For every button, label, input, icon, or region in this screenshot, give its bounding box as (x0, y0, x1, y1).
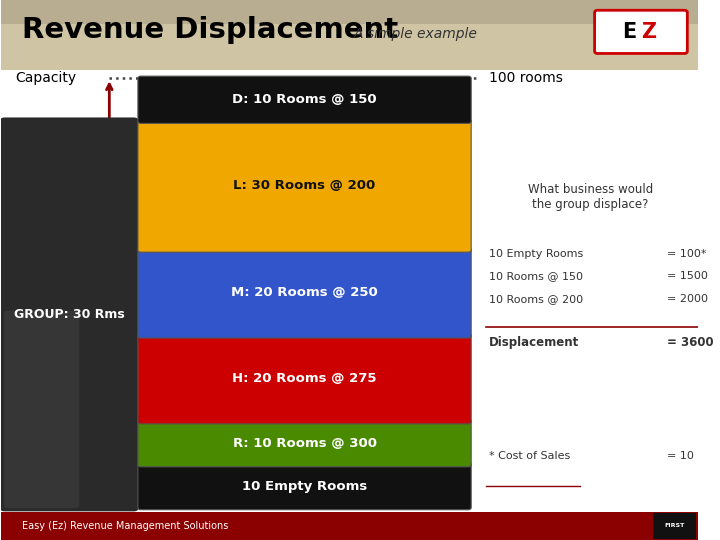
Text: 10 Rooms @ 150: 10 Rooms @ 150 (490, 272, 583, 281)
FancyBboxPatch shape (138, 420, 471, 467)
Text: = 2000: = 2000 (667, 294, 708, 304)
Text: L: 30 Rooms @ 200: L: 30 Rooms @ 200 (233, 179, 376, 192)
Text: = 3600: = 3600 (667, 336, 714, 349)
Text: Capacity: Capacity (15, 71, 76, 85)
FancyBboxPatch shape (595, 10, 688, 53)
Text: = 100*: = 100* (667, 249, 706, 259)
Text: * Cost of Sales: * Cost of Sales (490, 451, 570, 461)
Text: 10 Rooms @ 200: 10 Rooms @ 200 (490, 294, 583, 304)
FancyBboxPatch shape (4, 310, 79, 508)
Text: R: 10 Rooms @ 300: R: 10 Rooms @ 300 (233, 437, 377, 450)
FancyBboxPatch shape (653, 513, 696, 539)
Text: 10 Empty Rooms: 10 Empty Rooms (490, 249, 584, 259)
Text: FIRST: FIRST (665, 523, 685, 529)
Text: What business would
the group displace?: What business would the group displace? (528, 183, 653, 211)
Text: M: 20 Rooms @ 250: M: 20 Rooms @ 250 (231, 286, 378, 300)
Text: = 1500: = 1500 (667, 272, 708, 281)
FancyBboxPatch shape (138, 248, 471, 338)
Text: D: 10 Rooms @ 150: D: 10 Rooms @ 150 (233, 93, 377, 106)
Text: GROUP: 30 Rms: GROUP: 30 Rms (14, 308, 125, 321)
FancyBboxPatch shape (1, 0, 698, 24)
Text: Revenue Displacement: Revenue Displacement (22, 16, 398, 44)
FancyBboxPatch shape (138, 76, 471, 123)
Text: = 10: = 10 (667, 451, 694, 461)
Text: Displacement: Displacement (490, 336, 580, 349)
FancyBboxPatch shape (138, 334, 471, 424)
FancyBboxPatch shape (1, 0, 698, 70)
Text: 100 rooms: 100 rooms (490, 71, 563, 85)
FancyBboxPatch shape (138, 462, 471, 510)
Text: Z: Z (642, 22, 657, 42)
Text: E: E (622, 22, 636, 42)
FancyBboxPatch shape (138, 119, 471, 252)
FancyBboxPatch shape (1, 512, 698, 540)
Text: Easy (Ez) Revenue Management Solutions: Easy (Ez) Revenue Management Solutions (22, 521, 228, 531)
Text: H: 20 Rooms @ 275: H: 20 Rooms @ 275 (233, 372, 377, 386)
Text: A simple example: A simple example (354, 27, 477, 41)
FancyBboxPatch shape (0, 117, 139, 511)
Text: 10 Empty Rooms: 10 Empty Rooms (242, 480, 367, 492)
